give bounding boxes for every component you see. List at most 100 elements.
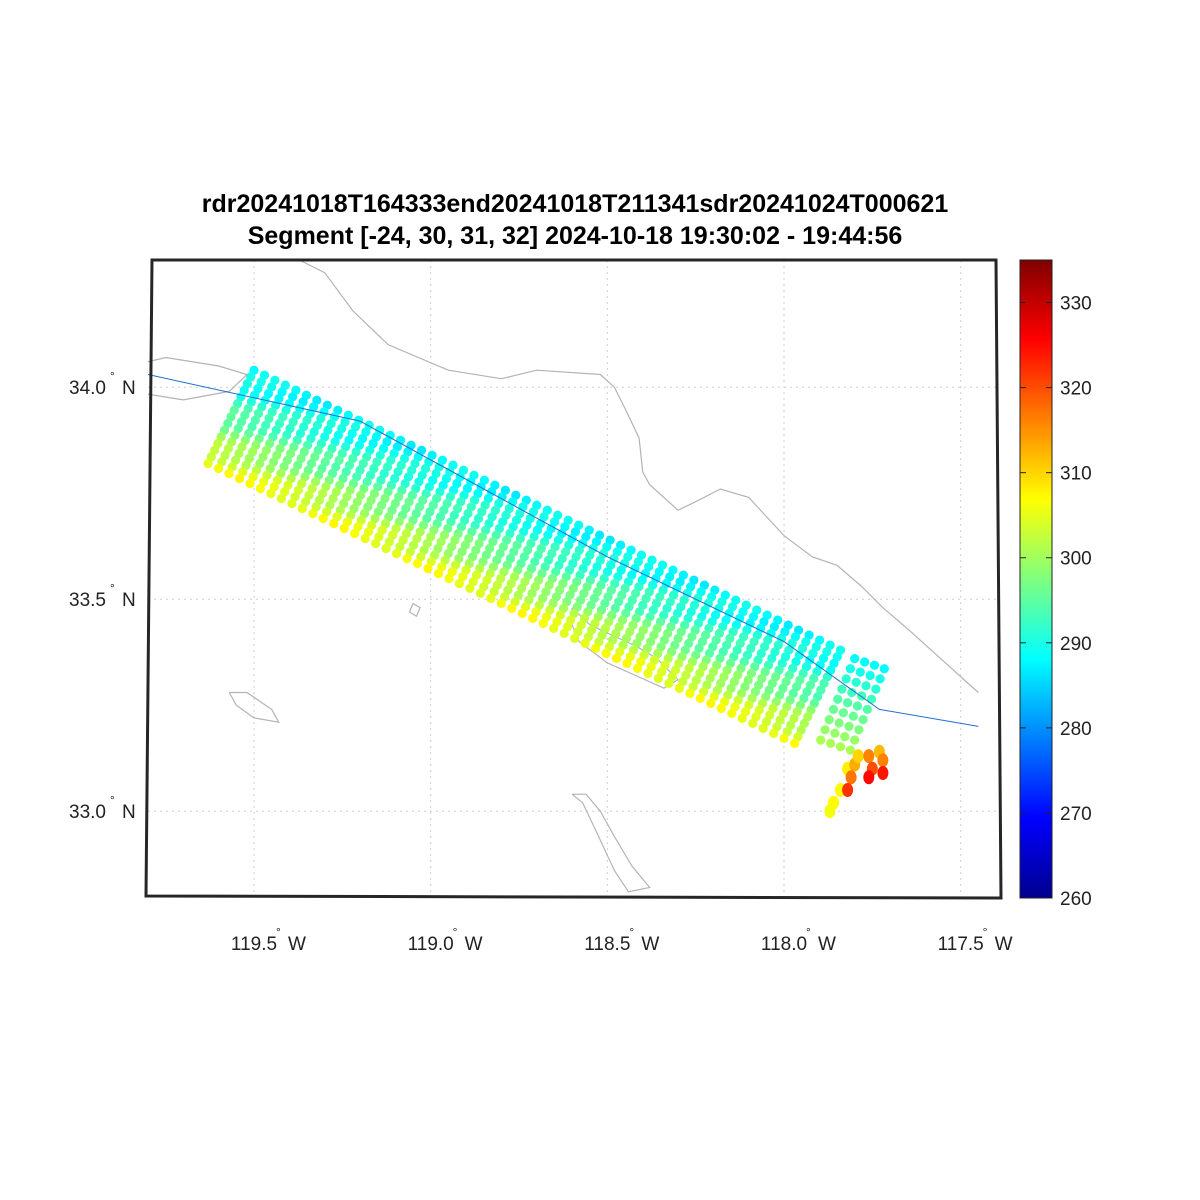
data-point	[853, 749, 864, 763]
data-point	[835, 718, 844, 727]
lon-tick-text: 118.0	[761, 934, 807, 955]
coastline-segment	[410, 603, 421, 616]
data-point	[361, 534, 370, 543]
lon-tick-text: 117.5	[938, 934, 984, 955]
data-point	[863, 770, 874, 784]
data-point	[826, 739, 835, 748]
data-point	[863, 705, 872, 714]
gridlines	[148, 260, 996, 896]
data-point	[287, 499, 296, 508]
data-point	[849, 712, 858, 721]
data-point	[235, 474, 244, 483]
data-point	[759, 724, 768, 733]
hemisphere-label: W	[288, 934, 306, 955]
lon-tick-label: 118.5°W	[584, 925, 659, 955]
data-point	[685, 689, 694, 698]
hemisphere-label: N	[122, 378, 136, 399]
data-point	[319, 514, 328, 523]
data-point	[846, 664, 855, 673]
data-point	[549, 624, 558, 633]
lon-tick-label: 118.0° W	[761, 925, 836, 955]
colorbar-tick-label: 330	[1060, 294, 1092, 315]
lat-tick-text: 34.0	[69, 378, 106, 399]
data-point	[856, 668, 865, 677]
data-point	[863, 749, 874, 763]
data-point	[850, 735, 859, 744]
data-point	[717, 704, 726, 713]
degree-symbol: °	[276, 925, 281, 939]
data-point	[790, 739, 799, 748]
data-point	[329, 519, 338, 528]
data-point	[843, 698, 852, 707]
data-point	[846, 770, 857, 784]
data-point	[497, 599, 506, 608]
data-point	[842, 674, 851, 683]
data-point	[539, 619, 548, 628]
data-point	[455, 579, 464, 588]
data-point	[780, 734, 789, 743]
degree-symbol: °	[110, 369, 115, 383]
data-point	[664, 679, 673, 688]
data-point	[486, 594, 495, 603]
data-point	[836, 742, 845, 751]
data-point	[591, 644, 600, 653]
data-point	[434, 569, 443, 578]
lat-tick-label: 33.5°N	[69, 581, 136, 611]
data-point	[840, 732, 849, 741]
data-point	[706, 699, 715, 708]
data-point	[350, 529, 359, 538]
data-point	[413, 559, 422, 568]
data-point	[854, 725, 863, 734]
data-point	[423, 564, 432, 573]
data-point	[654, 674, 663, 683]
data-point	[833, 695, 842, 704]
lat-tick-label: 33.0 ° N	[69, 793, 136, 823]
colorbar: 260 270 280 290 300 310 320 330	[1020, 260, 1092, 910]
hemisphere-label: W	[465, 934, 483, 955]
data-point	[738, 714, 747, 723]
data-point	[224, 469, 233, 478]
data-point	[602, 649, 611, 658]
data-point	[298, 504, 307, 513]
data-point	[507, 604, 516, 613]
data-point	[839, 708, 848, 717]
data-point	[859, 715, 868, 724]
colorbar-tick-label: 320	[1060, 379, 1092, 400]
data-point	[816, 735, 825, 744]
degree-symbol: °	[110, 581, 115, 595]
lat-tick-text: 33.5	[69, 590, 106, 611]
data-point	[518, 609, 527, 618]
degree-symbol: °	[629, 925, 634, 939]
degree-symbol: °	[453, 925, 458, 939]
data-point	[876, 674, 885, 683]
data-point	[825, 715, 834, 724]
lat-tick-text: 33.0	[69, 802, 106, 823]
data-point	[850, 654, 859, 663]
hemisphere-label: W	[818, 934, 836, 955]
lon-tick-label: 119.5° W	[231, 925, 306, 955]
data-point	[528, 614, 537, 623]
data-point	[382, 544, 391, 553]
data-point	[871, 685, 880, 694]
degree-symbol: °	[983, 925, 988, 939]
data-point	[266, 489, 275, 498]
data-point	[727, 709, 736, 718]
lon-tick-label: 117.5° W	[938, 925, 1013, 955]
degree-symbol: °	[806, 925, 811, 939]
data-point	[214, 464, 223, 473]
data-point	[853, 701, 862, 710]
lon-tick-text: 119.5	[231, 934, 277, 955]
data-point	[612, 654, 621, 663]
data-point	[769, 729, 778, 738]
lat-tick-label: 34.0 ° N	[69, 369, 136, 399]
data-point	[880, 664, 889, 673]
data-point	[837, 685, 846, 694]
hemisphere-label: W	[995, 934, 1013, 955]
data-point	[870, 661, 879, 670]
data-point	[465, 584, 474, 593]
data-point	[476, 589, 485, 598]
data-point	[277, 494, 286, 503]
data-point	[340, 524, 349, 533]
data-point	[633, 664, 642, 673]
